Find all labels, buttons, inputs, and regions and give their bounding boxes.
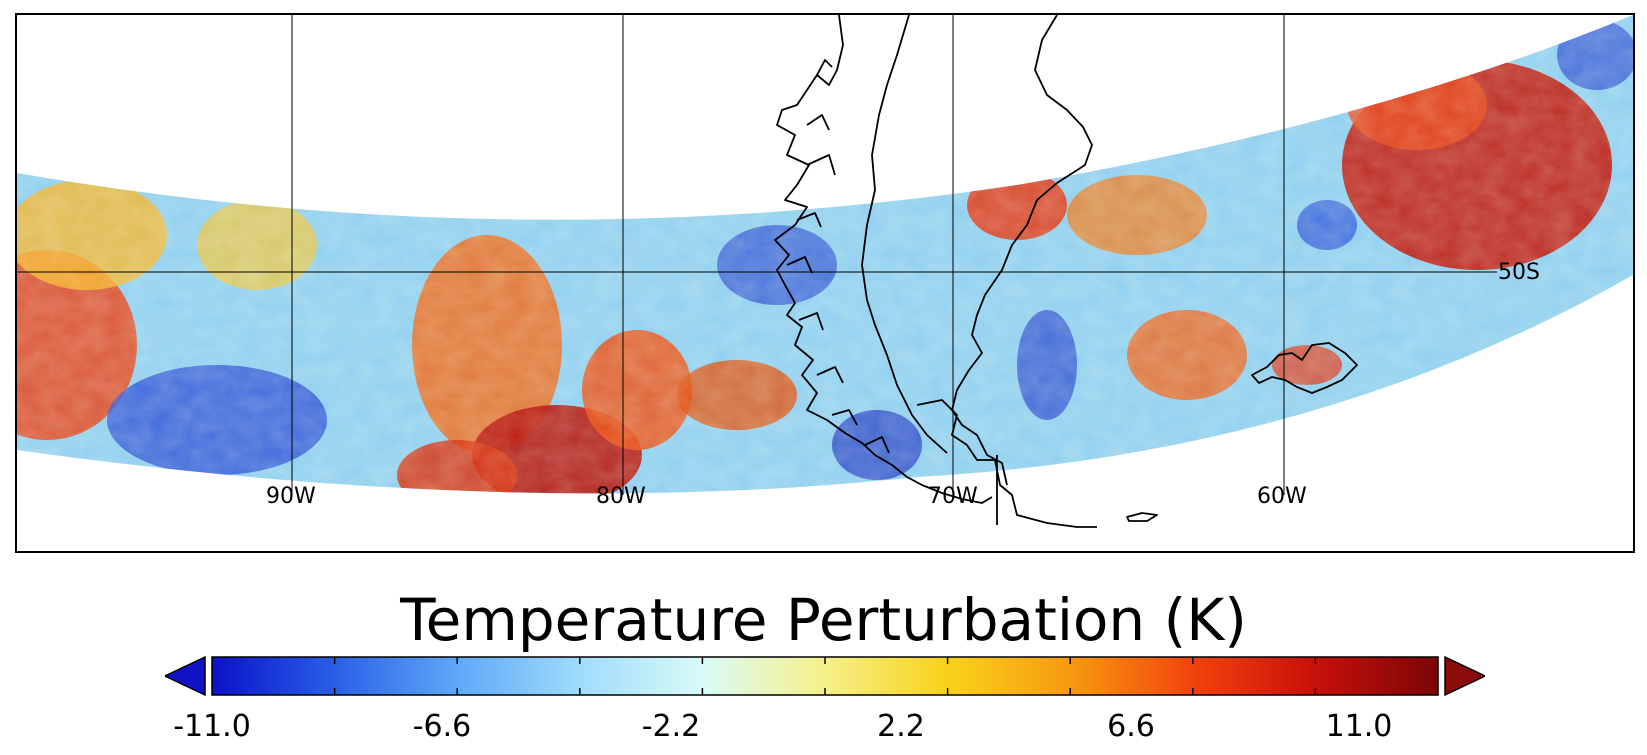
colorbar-under-arrow: [165, 655, 206, 697]
andes-divide: [861, 15, 948, 454]
colorbar-tick-label-4: 2.2: [877, 709, 925, 744]
colorbar-title: Temperature Perturbation (K): [400, 586, 1247, 654]
lon-label-60w: 60W: [1257, 484, 1307, 509]
coastlines: [774, 15, 1358, 528]
falkland-islands: [1251, 342, 1358, 394]
lon-label-80w: 80W: [596, 484, 646, 509]
tierra-del-fuego: [916, 399, 1097, 528]
argentina-coastline: [951, 15, 1093, 486]
colorbar-tick-label-5: 6.6: [1107, 709, 1155, 744]
swath-data-layer: [17, 15, 1633, 494]
chile-coastline: [774, 15, 993, 504]
colorbar-tick-label-6: 11.0: [1325, 709, 1393, 744]
staten-island: [1126, 512, 1158, 522]
temperature-perturbation-map: [17, 15, 1633, 528]
map-panel: [15, 13, 1635, 553]
lon-label-70w: 70W: [928, 484, 978, 509]
lat-label-50s: 50S: [1498, 260, 1540, 285]
colorbar-tick-label-2: -6.6: [412, 709, 472, 744]
chile-fjords: [786, 59, 890, 454]
colorbar-ticks: [333, 657, 1317, 695]
lon-label-90w: 90W: [266, 484, 316, 509]
colorbar-tick-label-1: -11.0: [173, 709, 251, 744]
graticule: [17, 15, 1497, 495]
colorbar: [165, 655, 1485, 697]
colorbar-tick-label-3: -2.2: [641, 709, 701, 744]
colorbar-over-arrow: [1444, 655, 1485, 697]
